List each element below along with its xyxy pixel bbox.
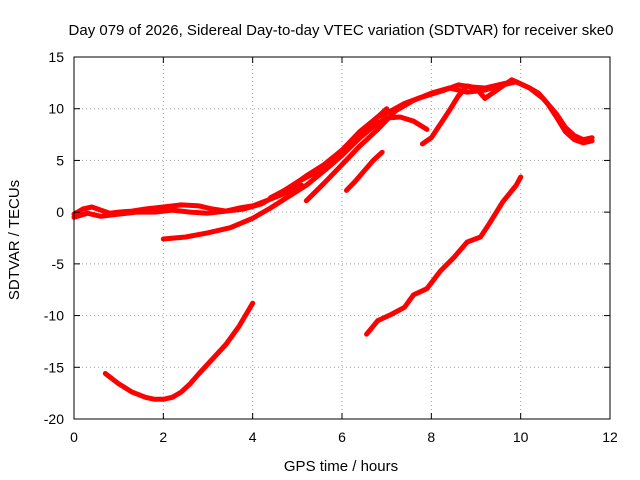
series-arc-3 bbox=[268, 79, 515, 201]
series-arc-4 bbox=[160, 114, 430, 242]
x-tick-label: 4 bbox=[249, 429, 257, 445]
gridlines bbox=[74, 57, 610, 419]
data-series bbox=[71, 77, 595, 402]
y-tick-label: 5 bbox=[56, 152, 64, 168]
axis-ticks: 0 2 4 6 8 10 12 -20 -15 -10 -5 0 5 10 15 bbox=[44, 49, 618, 445]
y-tick-label: 15 bbox=[48, 49, 64, 65]
y-tick-label: 10 bbox=[48, 101, 64, 117]
x-tick-label: 0 bbox=[70, 429, 78, 445]
y-tick-label: 0 bbox=[56, 204, 64, 220]
x-axis-label: GPS time / hours bbox=[284, 458, 398, 475]
x-tick-label: 8 bbox=[427, 429, 435, 445]
y-tick-label: -5 bbox=[52, 256, 65, 272]
x-tick-label: 6 bbox=[338, 429, 346, 445]
y-axis-label: SDTVAR / TECUs bbox=[6, 180, 23, 300]
y-tick-label: -15 bbox=[44, 359, 64, 375]
x-tick-label: 2 bbox=[159, 429, 167, 445]
y-tick-label: -10 bbox=[44, 308, 64, 324]
series-arc-2 bbox=[71, 106, 390, 220]
x-tick-label: 12 bbox=[602, 429, 618, 445]
x-tick-label: 10 bbox=[513, 429, 529, 445]
chart-title: Day 079 of 2026, Sidereal Day-to-day VTE… bbox=[69, 22, 614, 39]
series-arc-6 bbox=[419, 77, 595, 147]
y-tick-label: -20 bbox=[44, 411, 64, 427]
series-arc-8 bbox=[102, 300, 256, 402]
series-arc-7 bbox=[344, 149, 385, 193]
series-arc-9 bbox=[364, 174, 524, 337]
